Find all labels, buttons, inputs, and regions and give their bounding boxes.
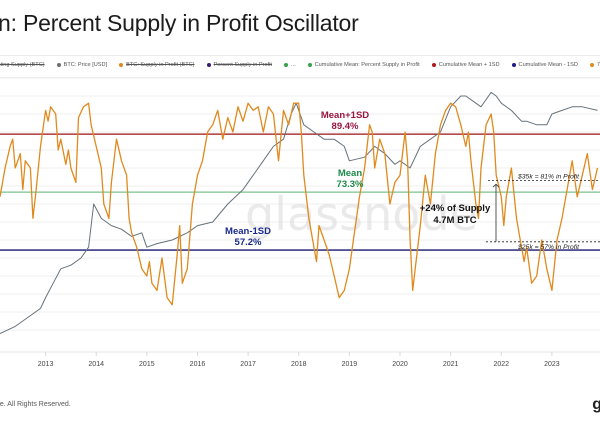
annotation-supply-percent: +24% of Supply — [420, 203, 491, 214]
legend-dot-icon — [589, 63, 594, 67]
series-line — [0, 91, 598, 335]
series-group — [0, 91, 599, 335]
watermark: glassnode — [245, 187, 478, 241]
footer-logo: g — [592, 396, 600, 413]
legend-dot-icon — [283, 63, 288, 67]
chart-legend: ulating Supply (BTC) BTC: Price [USD] BTC:… — [0, 58, 600, 72]
annotation-25k: $25k = 57% in Profit — [517, 244, 580, 251]
legend-item[interactable]: BTC: Supply in Profit (BTC) — [119, 62, 195, 68]
legend-dot-icon — [206, 63, 211, 67]
legend-item[interactable]: BTC: Price [USD] — [56, 62, 108, 68]
reference-line-label: Mean — [338, 168, 362, 179]
x-tick-label: 2020 — [392, 361, 408, 368]
legend-dot-icon — [307, 63, 312, 67]
x-tick-label: 2015 — [139, 361, 155, 368]
x-tick-label: 2023 — [544, 361, 560, 368]
page-title: n: Percent Supply in Profit Oscillator — [0, 10, 359, 36]
legend-item[interactable]: 7d SMA Percent Suppl — [589, 62, 600, 68]
arrow-up-icon — [492, 183, 500, 188]
legend-item[interactable]: ... — [283, 62, 296, 68]
x-tick-label: 2019 — [342, 361, 358, 368]
x-tick-label: 2021 — [443, 361, 459, 368]
annotation-supply-btc: 4.7M BTC — [433, 215, 476, 226]
x-tick-label: 2016 — [190, 361, 206, 368]
legend-dot-icon — [511, 63, 516, 67]
legend-item[interactable]: Cumulative Mean - 1SD — [511, 62, 578, 68]
series-line — [0, 102, 599, 306]
legend-label: Cumulative Mean: Percent Supply in Profi… — [314, 62, 420, 68]
annotation-35k: $35k = 81% in Profit — [517, 174, 580, 181]
legend-dot-icon — [56, 63, 61, 67]
legend-label: 7d SMA Percent Suppl — [596, 62, 600, 68]
legend-label: ulating Supply (BTC) — [0, 62, 45, 68]
legend-item[interactable]: ulating Supply (BTC) — [0, 62, 45, 68]
reference-line-value: 57.2% — [235, 237, 262, 248]
x-tick-label: 2018 — [291, 361, 307, 368]
reference-line-label: Mean-1SD — [225, 226, 271, 237]
legend-dot-icon — [119, 63, 124, 67]
legend-label: Percent Supply in Profit — [213, 62, 272, 68]
legend-label: BTC: Price [USD] — [63, 62, 108, 68]
legend-label: Cumulative Mean + 1SD — [438, 62, 500, 68]
legend-label: BTC: Supply in Profit (BTC) — [126, 62, 195, 68]
legend-dot-icon — [431, 63, 436, 67]
x-tick-label: 2022 — [493, 361, 509, 368]
reference-line-value: 73.3% — [337, 179, 364, 190]
x-tick-label: 2013 — [38, 361, 54, 368]
grid-lines — [0, 78, 600, 331]
x-tick-label: 2017 — [240, 361, 256, 368]
footer-copyright: de. All Rights Reserved. — [0, 401, 71, 408]
reference-line-value: 89.4% — [332, 121, 359, 132]
legend-item[interactable]: Cumulative Mean: Percent Supply in Profi… — [307, 62, 420, 68]
reference-line-label: Mean+1SD — [321, 110, 369, 121]
legend-label: Cumulative Mean - 1SD — [518, 62, 578, 68]
legend-label: ... — [290, 62, 296, 68]
legend-item[interactable]: Percent Supply in Profit — [206, 62, 272, 68]
legend-item[interactable]: Cumulative Mean + 1SD — [431, 62, 500, 68]
title-divider — [0, 55, 600, 56]
x-tick-label: 2014 — [88, 361, 104, 368]
x-axis: 2013 2014 2015 2016 2017 2018 2019 2020 2021 2022… — [0, 351, 600, 368]
